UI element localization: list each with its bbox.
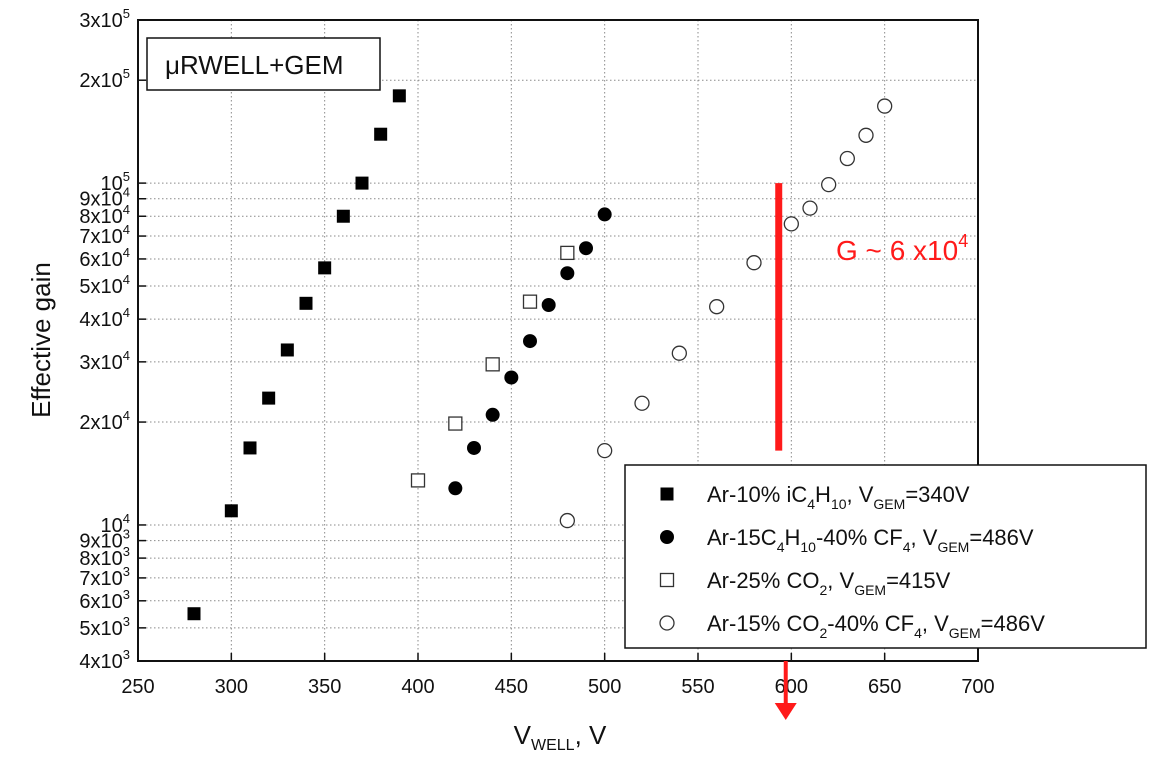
data-point [485, 407, 500, 422]
threshold-arrow-head [774, 703, 797, 720]
y-tick-label: 4x104 [79, 305, 130, 331]
y-tick-label: 3x104 [79, 348, 130, 374]
data-point [541, 297, 556, 312]
data-point [783, 216, 799, 232]
legend-label: Ar-10% iC4H10, VGEM=340V [707, 482, 970, 512]
data-point [858, 127, 874, 143]
x-tick-label: 300 [215, 676, 248, 698]
legend-marker [659, 572, 675, 588]
legend: Ar-10% iC4H10, VGEM=340V Ar-15C4H10-40% C… [624, 464, 1147, 649]
gain-annotation: G ~ 6 x104 [774, 183, 968, 720]
data-point [634, 395, 650, 411]
y-tick-label: 6x103 [79, 587, 130, 613]
x-tick-label: 550 [681, 676, 714, 698]
x-axis-label: VWELL, V [514, 720, 607, 754]
chart-title: μRWELL+GEM [165, 50, 344, 80]
plot-frame [137, 19, 979, 662]
data-point [821, 176, 837, 193]
data-point [802, 200, 818, 216]
gain-annotation-label: G ~ 6 x104 [836, 231, 968, 266]
y-tick-label: 8x103 [79, 544, 130, 570]
legend-label: Ar-15C4H10-40% CF4, VGEM=486V [707, 525, 1034, 555]
data-point [579, 241, 593, 256]
data-point [559, 512, 575, 529]
x-tick-label: 700 [961, 676, 994, 698]
data-point [243, 441, 257, 455]
data-point [448, 481, 463, 496]
data-point [392, 89, 406, 103]
y-tick-label: 6x104 [79, 245, 130, 271]
legend-label: Ar-25% CO2, VGEM=415V [707, 568, 951, 598]
y-tick-label: 9x104 [79, 185, 130, 211]
data-point [336, 209, 350, 223]
y-tick-label: 2x105 [79, 66, 130, 92]
data-point [374, 127, 388, 141]
x-tick-label: 350 [308, 676, 341, 698]
y-tick-label: 105 [101, 169, 130, 195]
data-point [560, 266, 575, 281]
data-point [746, 255, 762, 271]
legend-marker [660, 530, 674, 544]
data-point [523, 334, 537, 349]
y-tick-label: 2x104 [79, 408, 130, 434]
y-tick-label: 4x103 [79, 647, 130, 673]
data-point [709, 299, 725, 315]
data-point [597, 442, 613, 459]
x-tick-label: 500 [588, 676, 621, 698]
x-tick-label: 250 [121, 676, 154, 698]
legend-box [624, 464, 1147, 649]
data-point [262, 391, 276, 405]
data-point [299, 296, 313, 310]
data-point [504, 370, 519, 385]
x-tick-label: 600 [775, 676, 808, 698]
y-axis-label: Effective gain [26, 262, 56, 418]
y-tick-label: 104 [101, 511, 130, 537]
data-point [410, 473, 426, 488]
data-point [522, 294, 538, 309]
legend-label: Ar-15% CO2-40% CF4, VGEM=486V [707, 611, 1045, 641]
y-tick-label: 9x103 [79, 527, 130, 553]
legend-marker [659, 615, 675, 631]
data-point [187, 607, 201, 621]
y-tick-label: 5x103 [79, 614, 130, 640]
x-tick-label: 450 [495, 676, 528, 698]
grid [138, 20, 978, 661]
tick-marks [137, 19, 979, 662]
y-tick-label: 7x104 [79, 222, 130, 248]
y-tick-label: 7x103 [79, 564, 130, 590]
data-point [448, 416, 463, 431]
data-point [224, 504, 238, 518]
y-tick-label: 8x104 [79, 202, 130, 228]
data-point [839, 150, 855, 167]
y-tick-label: 3x105 [79, 6, 130, 32]
legend-marker [660, 487, 674, 501]
chart-title-box: μRWELL+GEM [146, 37, 381, 91]
data-point [467, 440, 481, 455]
data-point [597, 207, 612, 222]
data-point [485, 357, 500, 372]
data-point [560, 245, 575, 261]
x-tick-labels: 250 300 350 400 450 500 550 600 650 700 [121, 676, 994, 698]
x-tick-label: 650 [868, 676, 901, 698]
data-point [280, 343, 294, 357]
x-tick-label: 400 [401, 676, 434, 698]
data-points [187, 89, 893, 621]
y-tick-label: 5x104 [79, 272, 130, 298]
data-point [671, 345, 687, 361]
data-point [318, 261, 332, 275]
data-point [355, 176, 369, 190]
data-point [877, 98, 893, 114]
